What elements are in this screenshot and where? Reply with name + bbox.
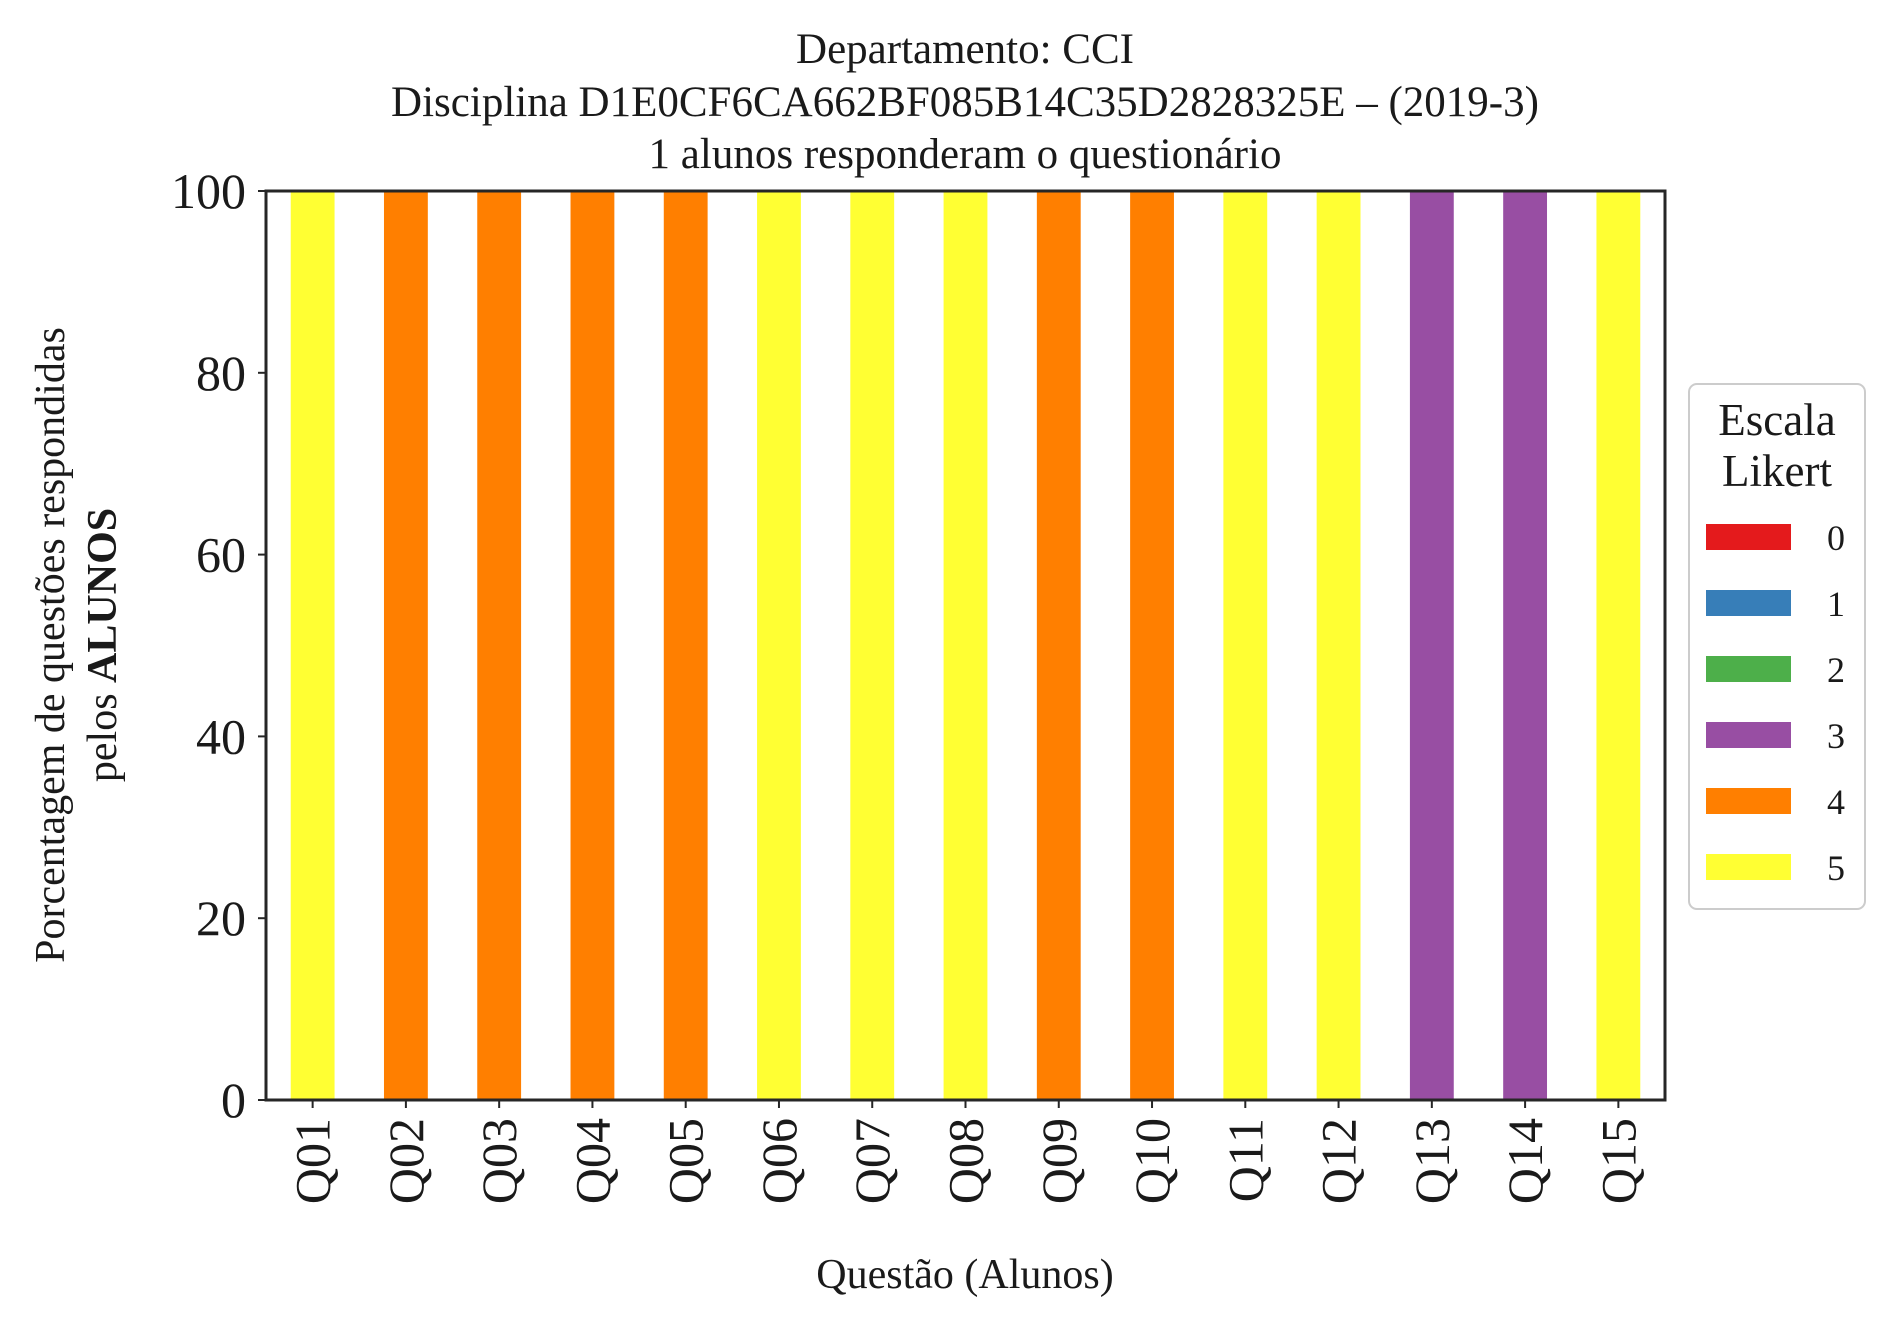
x-tick-label-Q02: Q02 (378, 1118, 434, 1204)
legend-label-0: 0 (1827, 518, 1845, 558)
plot-frame (264, 189, 1667, 1102)
legend-label-4: 4 (1827, 782, 1845, 822)
legend-label-1: 1 (1827, 584, 1845, 624)
x-tick-label-Q12: Q12 (1311, 1118, 1367, 1204)
bars-group (290, 191, 1641, 1100)
y-axis-label-prefix: pelos (80, 683, 126, 782)
y-tick-label: 60 (196, 527, 246, 583)
x-tick-label-Q10: Q10 (1124, 1118, 1180, 1204)
bar-Q13-likert-3 (1409, 191, 1454, 1100)
y-tick-label: 80 (196, 345, 246, 401)
bar-Q01-likert-5 (290, 191, 335, 1100)
bar-Q10-likert-4 (1130, 191, 1174, 1100)
bar-Q09-likert-4 (1036, 191, 1081, 1100)
y-tick-label: 40 (196, 708, 246, 764)
bar-Q02-likert-4 (383, 191, 428, 1100)
bar-Q04-likert-4 (570, 191, 615, 1100)
chart-title-line-3: 1 alunos responderam o questionário (649, 131, 1282, 178)
legend-swatch-0 (1706, 524, 1791, 550)
legend-swatch-3 (1706, 722, 1791, 748)
legend-title-line-2: Likert (1722, 446, 1832, 496)
legend-items: 0 1 2 3 4 5 (1706, 518, 1845, 888)
legend-label-2: 2 (1827, 650, 1845, 690)
y-ticks-group: 0 20 40 60 80 100 (171, 163, 266, 1128)
bar-Q06-likert-5 (757, 191, 801, 1100)
y-axis-label-line-1: Porcentagem de questões respondidas (28, 327, 74, 963)
bar-Q12-likert-5 (1316, 191, 1361, 1100)
bar-Q08-likert-5 (943, 191, 988, 1100)
y-axis-label-bold: ALUNOS (80, 508, 126, 683)
chart-title-line-1: Departamento: CCI (796, 26, 1134, 73)
legend-label-3: 3 (1827, 716, 1845, 756)
y-axis-label-line-2: pelos ALUNOS (80, 508, 126, 782)
bar-Q15-likert-5 (1596, 191, 1641, 1100)
x-tick-label-Q11: Q11 (1217, 1118, 1273, 1202)
legend-title-line-1: Escala (1718, 395, 1835, 445)
bar-Q03-likert-4 (477, 191, 522, 1100)
x-tick-label-Q15: Q15 (1590, 1118, 1646, 1204)
legend-swatch-1 (1706, 590, 1791, 616)
x-ticks-group: Q01 Q02 Q03 Q04 Q05 Q06 Q07 Q08 Q09 Q10 Q11 Q12 Q13 Q… (285, 1100, 1646, 1204)
x-tick-label-Q03: Q03 (471, 1118, 527, 1204)
x-tick-label-Q07: Q07 (844, 1118, 900, 1204)
y-tick-label: 100 (171, 163, 246, 219)
legend-label-5: 5 (1827, 848, 1845, 888)
legend-frame (1688, 383, 1866, 910)
legend: Escala Likert 0 1 2 3 4 5 (1688, 383, 1866, 910)
x-tick-label-Q14: Q14 (1497, 1118, 1553, 1204)
y-tick-label: 0 (221, 1072, 246, 1128)
y-tick-label: 20 (196, 890, 246, 946)
legend-swatch-5 (1706, 854, 1791, 880)
x-tick-label-Q04: Q04 (564, 1118, 620, 1204)
x-tick-label-Q08: Q08 (938, 1118, 994, 1204)
x-tick-label-Q09: Q09 (1031, 1118, 1087, 1204)
x-tick-label-Q01: Q01 (285, 1118, 341, 1204)
x-tick-label-Q06: Q06 (751, 1118, 807, 1204)
x-tick-label-Q13: Q13 (1404, 1118, 1460, 1204)
bar-Q07-likert-5 (850, 191, 895, 1100)
x-tick-label-Q05: Q05 (658, 1118, 714, 1204)
legend-swatch-4 (1706, 788, 1791, 814)
bar-Q05-likert-4 (663, 191, 708, 1100)
chart-title-line-2: Disciplina D1E0CF6CA662BF085B14C35D28283… (391, 79, 1539, 126)
bar-Q14-likert-3 (1503, 191, 1548, 1100)
x-axis-label: Questão (Alunos) (816, 1252, 1113, 1298)
legend-swatch-2 (1706, 656, 1791, 682)
bar-Q11-likert-5 (1223, 191, 1268, 1100)
